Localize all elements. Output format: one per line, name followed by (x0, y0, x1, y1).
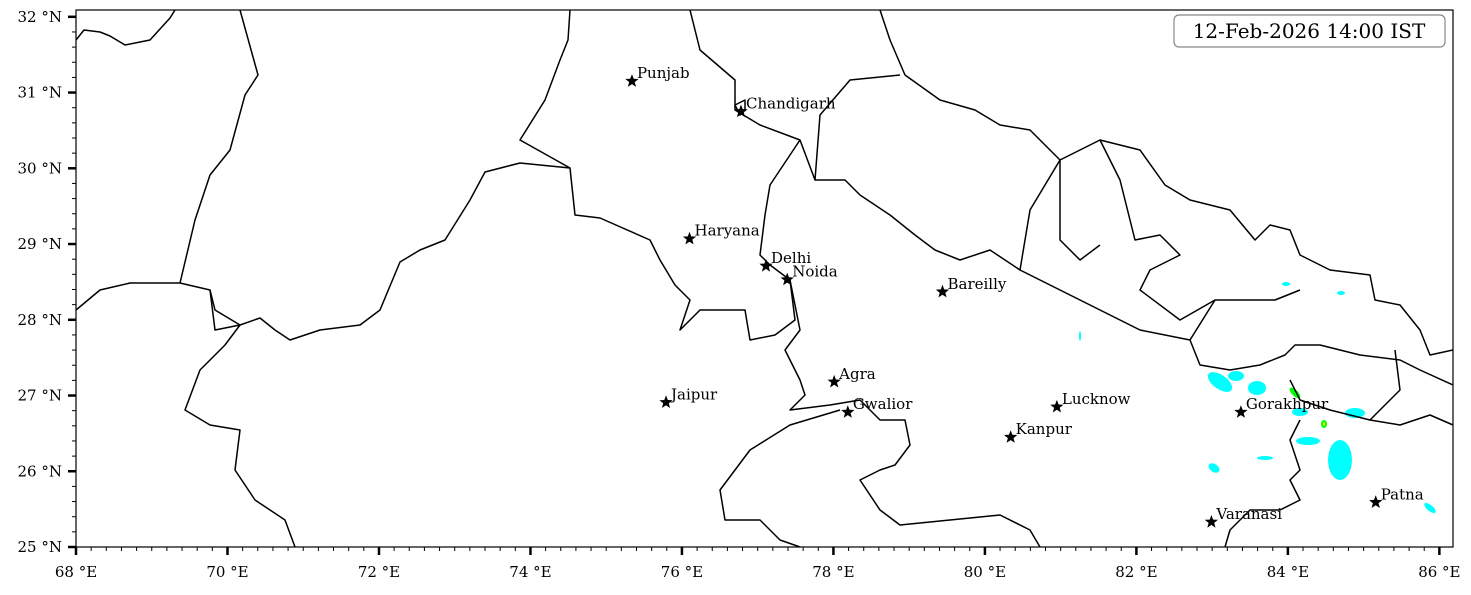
axis-ticks: 68 °E 70 °E 72 °E 74 °E 76 °E 78 °E 80 °E 82 °E… (18, 8, 1461, 581)
city-lucknow: Lucknow (1050, 390, 1131, 413)
x-tick-label: 84 °E (1267, 563, 1309, 581)
city-gorakhpur: Gorakhpur (1234, 395, 1329, 418)
city-label: Punjab (637, 64, 690, 82)
star-icon (759, 259, 773, 272)
city-noida: Noida (780, 263, 838, 286)
star-icon (682, 231, 697, 245)
x-tick-label: 86 °E (1418, 563, 1460, 581)
y-tick-label: 26 °N (18, 462, 62, 480)
x-tick-label: 68 °E (55, 563, 97, 581)
y-tick-label: 27 °N (18, 387, 62, 405)
city-label: Agra (838, 365, 876, 383)
star-icon (827, 374, 841, 388)
plot-frame (75, 9, 1454, 548)
city-gwalior: Gwalior (841, 395, 913, 418)
boundaries (76, 10, 1453, 547)
precipitation-overlay (1079, 282, 1436, 514)
city-label: Delhi (771, 249, 811, 267)
y-tick-label: 30 °N (18, 159, 62, 177)
city-punjab: Punjab (625, 64, 690, 87)
star-icon (625, 74, 639, 87)
city-chandigarh: Chandigarh (734, 94, 836, 118)
city-label: Patna (1381, 485, 1424, 503)
star-icon (734, 104, 748, 118)
city-label: Chandigarh (746, 94, 836, 112)
star-icon (935, 284, 950, 298)
timestamp-label: 12-Feb-2026 14:00 IST (1193, 19, 1426, 43)
city-label: Noida (792, 263, 838, 281)
city-label: Haryana (695, 222, 760, 240)
city-label: Kanpur (1016, 420, 1073, 438)
star-icon (1369, 495, 1383, 508)
city-label: Varanasi (1215, 505, 1282, 523)
star-icon (1204, 515, 1218, 528)
x-tick-label: 72 °E (358, 563, 400, 581)
star-icon (780, 272, 794, 286)
y-tick-label: 32 °N (18, 8, 62, 26)
y-tick-label: 28 °N (18, 311, 62, 329)
city-agra: Agra (827, 365, 876, 388)
y-tick-label: 25 °N (18, 538, 62, 556)
star-icon (659, 395, 673, 408)
city-haryana: Haryana (682, 222, 760, 245)
x-tick-label: 78 °E (812, 563, 854, 581)
city-varanasi: Varanasi (1204, 505, 1282, 528)
city-jaipur: Jaipur (659, 385, 718, 408)
star-icon (841, 405, 855, 418)
city-bareilly: Bareilly (935, 275, 1007, 298)
star-icon (1234, 405, 1248, 418)
x-tick-label: 74 °E (509, 563, 551, 581)
x-tick-label: 80 °E (964, 563, 1006, 581)
x-tick-label: 76 °E (661, 563, 703, 581)
city-delhi: Delhi (759, 249, 811, 272)
star-icon (1050, 399, 1064, 413)
y-tick-label: 29 °N (18, 235, 62, 253)
city-kanpur: Kanpur (1004, 420, 1073, 443)
city-label: Bareilly (947, 275, 1006, 293)
y-tick-label: 31 °N (18, 84, 62, 102)
city-label: Jaipur (669, 385, 718, 403)
city-label: Gorakhpur (1246, 395, 1329, 413)
star-icon (1004, 430, 1018, 443)
timestamp-box: 12-Feb-2026 14:00 IST (1173, 14, 1446, 48)
city-patna: Patna (1369, 485, 1424, 508)
x-tick-label: 70 °E (206, 563, 248, 581)
city-label: Lucknow (1062, 390, 1131, 408)
city-label: Gwalior (853, 395, 913, 413)
x-tick-label: 82 °E (1115, 563, 1157, 581)
